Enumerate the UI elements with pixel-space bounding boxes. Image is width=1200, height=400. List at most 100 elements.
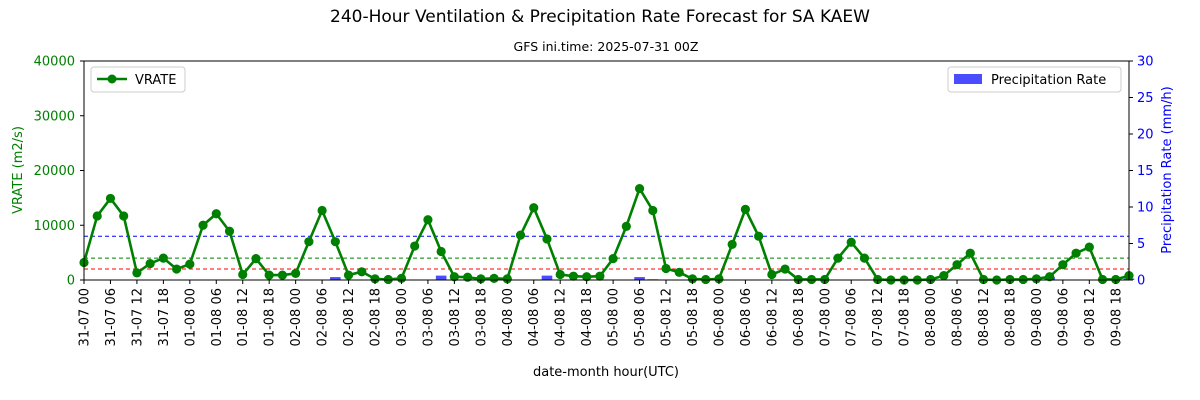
vrate-point [714, 274, 724, 284]
vrate-point [648, 205, 658, 216]
vrate-point [211, 209, 221, 219]
vrate-point [1045, 272, 1055, 282]
x-tick-label: 02-08 12 [342, 288, 357, 346]
vrate-point [542, 234, 552, 244]
vrate-point [357, 267, 367, 277]
x-tick-label: 05-08 00 [607, 288, 622, 346]
x-tick-label: 31-07 06 [104, 288, 119, 346]
y-axis-left-label: VRATE (m2/s) [11, 126, 26, 214]
y-axis-right-label: Precipitation Rate (mm/h) [1160, 86, 1175, 253]
x-tick-label: 09-08 00 [1030, 288, 1045, 346]
reference-lines [84, 235, 1129, 270]
vrate-point [502, 274, 512, 284]
vrate-point [833, 253, 843, 263]
vrate-point [806, 274, 817, 285]
left-tick-label: 0 [67, 274, 75, 289]
x-tick-label: 02-08 06 [316, 288, 331, 346]
x-tick-label: 07-08 18 [898, 288, 913, 346]
x-tick-label: 05-08 06 [633, 288, 648, 346]
x-tick-label: 31-07 18 [157, 288, 172, 346]
vrate-point [965, 248, 975, 258]
x-tick-label: 08-08 06 [951, 288, 966, 346]
vrate-point [304, 237, 314, 247]
x-axis-label: date-month hour(UTC) [533, 365, 679, 380]
vrate-point [132, 268, 142, 278]
left-tick-label: 20000 [34, 164, 75, 179]
right-y-axis: 0 5 10 15 20 25 30 [1129, 55, 1154, 289]
x-tick-label: 31-07 12 [130, 288, 145, 346]
x-tick-label: 01-08 12 [236, 288, 251, 346]
right-tick-label: 25 [1137, 91, 1154, 106]
vrate-point [595, 271, 605, 281]
x-tick-label: 04-08 06 [527, 288, 542, 346]
legend-precipitation-label: Precipitation Rate [991, 73, 1106, 88]
x-tick-label: 04-08 18 [580, 288, 595, 346]
vrate-point [873, 274, 883, 285]
x-tick-label: 06-08 18 [792, 288, 807, 346]
x-tick-label: 07-08 06 [845, 288, 860, 346]
vrate-point [939, 271, 949, 281]
vrate-point [925, 274, 936, 285]
x-tick-label: 02-08 18 [369, 288, 384, 346]
vrate-point [1031, 274, 1042, 284]
x-tick-label: 06-08 12 [765, 288, 780, 346]
vrate-point [317, 205, 327, 216]
vrate-point [621, 221, 631, 231]
precip-bar [541, 275, 553, 280]
vrate-point [608, 254, 618, 264]
x-tick-label: 03-08 18 [474, 288, 489, 346]
vrate-point [701, 274, 711, 285]
x-tick-label: 07-08 12 [871, 288, 886, 346]
plot-frame [83, 60, 1130, 281]
x-tick-label: 01-08 18 [263, 288, 278, 346]
precip-bar [435, 275, 447, 280]
right-tick-label: 10 [1137, 201, 1154, 216]
x-tick-label: 04-08 12 [554, 288, 569, 346]
vrate-point [1084, 242, 1094, 252]
x-tick-label: 31-07 00 [78, 288, 93, 346]
x-tick-label: 03-08 12 [448, 288, 463, 346]
vrate-point [370, 274, 380, 284]
x-tick-label: 09-08 18 [1109, 288, 1124, 346]
vrate-point [396, 273, 407, 283]
vrate-point [568, 271, 579, 281]
x-tick-label: 09-08 06 [1056, 288, 1071, 346]
vrate-point [859, 253, 870, 263]
vrate-point [1058, 260, 1068, 270]
vrate-line [82, 187, 1130, 282]
x-tick-label: 06-08 06 [739, 288, 754, 346]
x-tick-label: 03-08 06 [421, 288, 436, 346]
x-tick-label: 02-08 00 [289, 288, 304, 346]
x-tick-label: 04-08 00 [501, 288, 516, 346]
legend-vrate: VRATE [90, 66, 186, 93]
x-tick-label: 05-08 12 [660, 288, 675, 346]
vrate-point [476, 274, 486, 284]
vrate-point [674, 267, 684, 277]
x-tick-label: 08-08 00 [924, 288, 939, 346]
vrate-point [92, 211, 102, 221]
x-tick-label: 06-08 00 [712, 288, 727, 346]
precip-bar [634, 277, 645, 280]
left-tick-label: 10000 [34, 219, 75, 234]
vrate-point [238, 269, 248, 280]
legend-vrate-label: VRATE [135, 73, 176, 88]
vrate-point [687, 274, 698, 284]
left-tick-label: 30000 [34, 109, 75, 124]
vrate-point [820, 274, 830, 285]
x-tick-label: 03-08 00 [395, 288, 410, 346]
vrate-point [224, 226, 235, 236]
right-tick-label: 15 [1137, 164, 1154, 179]
x-tick-label: 01-08 00 [183, 288, 198, 346]
vrate-point [1018, 274, 1028, 285]
vrate-point [529, 203, 539, 213]
vrate-point [793, 274, 803, 285]
right-tick-label: 5 [1137, 237, 1145, 252]
vrate-point [727, 239, 737, 250]
vrate-point [780, 264, 790, 274]
vrate-point [515, 230, 526, 240]
vrate-point [555, 269, 565, 280]
vrate-point [582, 272, 592, 282]
vrate-point [1071, 248, 1081, 258]
chart-title: 240-Hour Ventilation & Precipitation Rat… [330, 7, 870, 27]
